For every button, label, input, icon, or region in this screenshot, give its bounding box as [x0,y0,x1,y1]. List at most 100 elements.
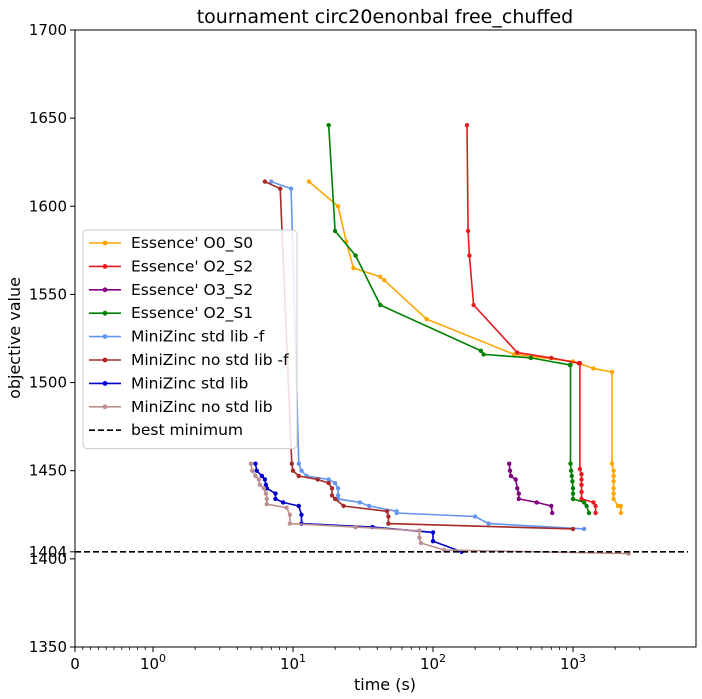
series-5-point-11 [384,509,390,514]
legend-entry-2: Essence' O3_S2 [89,281,253,300]
legend-label-6: MiniZinc std lib [131,374,248,392]
x-tick-label-1: 100 [140,652,166,673]
series-1-point-1 [465,228,471,234]
series-2 [507,461,555,516]
legend-marker-2 [102,287,108,293]
legend-entry-0: Essence' O0_S0 [89,234,253,253]
series-6-point-1 [254,468,259,473]
series-0-point-15 [611,486,616,491]
series-6-point-7 [273,496,278,502]
series-6-point-10 [299,512,304,517]
series-2-point-3 [513,477,518,482]
series-5-point-13 [386,521,391,526]
series-3-point-14 [570,491,576,496]
series-0 [306,179,624,516]
series-1-point-16 [593,510,598,516]
chart-title: tournament circ20enonbal free_chuffed [197,6,574,28]
series-4-point-0 [269,179,274,184]
series-1-point-9 [579,472,584,477]
y-tick-label-6: 1600 [29,197,67,215]
series-line-0 [308,180,622,513]
y-axis-title: objective value [5,277,24,399]
series-7 [248,461,631,556]
legend-entry-7: MiniZinc no std lib [89,398,273,416]
series-5-point-4 [296,473,301,479]
series-0-point-17 [611,496,616,502]
legend-label-4: MiniZinc std lib -f [131,328,265,346]
series-2-point-0 [507,461,512,466]
y-tick-label-3: 1450 [29,462,67,480]
legend-entry-5: MiniZinc no std lib -f [89,351,289,369]
x-tick-label-3: 102 [420,652,446,673]
series-7-point-5 [261,486,267,491]
series-3-point-11 [569,473,574,479]
series-4-point-11 [367,503,372,509]
series-5-point-9 [332,496,338,502]
series-5-point-8 [329,493,335,498]
series-1 [464,123,598,516]
series-7-point-10 [287,512,293,517]
series-3-point-2 [353,253,358,258]
series-6-point-8 [280,500,286,505]
series-2-point-6 [516,496,521,502]
series-1-point-0 [464,123,470,128]
series-0-point-12 [611,468,616,473]
series-4-point-5 [326,477,331,482]
legend-entry-8: best minimum [89,421,243,439]
series-0-point-6 [424,316,429,322]
series-1-point-15 [593,503,598,509]
plot-frame [74,29,697,648]
series-7-point-1 [249,468,255,473]
series-3-point-12 [570,479,575,484]
series-4-point-3 [299,468,304,473]
legend-marker-5 [102,357,108,363]
series-0-point-14 [611,479,616,484]
series-2-point-2 [508,473,514,479]
series-1-point-13 [579,496,584,502]
series-3-point-15 [570,496,576,502]
x-ticks: 0 100 101 102 103 [70,647,641,673]
series-7-point-3 [256,477,261,482]
series-3-point-16 [581,500,587,505]
series-6-point-4 [263,482,269,487]
series-3-point-13 [570,486,576,491]
series-7-point-11 [287,521,293,526]
series-1-point-12 [579,489,584,495]
y-tick-label-0: 1350 [29,638,67,656]
series-4-point-7 [335,486,341,491]
series-1-point-4 [515,350,520,355]
legend-entry-4: MiniZinc std lib -f [89,328,265,346]
series-2-point-4 [515,486,520,491]
x-tick-label-0: 0 [70,655,80,673]
series-5-point-5 [315,477,320,482]
series-2-point-5 [516,491,521,496]
series-line-2 [508,463,553,514]
legend-label-5: MiniZinc no std lib -f [131,351,289,369]
series-5-point-1 [278,186,283,191]
series-4-point-6 [332,480,338,486]
series-4-point-2 [296,461,301,466]
series-3-point-1 [332,228,338,234]
series-3-point-10 [568,468,574,473]
legend-label-2: Essence' O3_S2 [131,281,253,300]
series-0-point-13 [611,473,616,479]
series-1-point-2 [467,253,472,258]
series-1-point-8 [577,466,583,472]
series-7-point-14 [417,535,422,540]
series-3-point-8 [568,362,573,368]
series-2-point-8 [549,503,554,509]
legend-label-3: Essence' O2_S1 [131,304,253,323]
series-0-point-3 [351,265,356,271]
series-1-point-3 [471,302,476,308]
series-6-point-13 [430,530,436,535]
series-3-point-0 [326,123,331,128]
series-0-point-19 [618,503,624,509]
series-3 [326,123,592,516]
series-7-point-12 [353,524,358,530]
series-6-point-6 [273,491,278,496]
series-3-point-9 [568,461,573,466]
series-7-point-7 [264,496,269,502]
legend-marker-4 [102,334,108,339]
x-tick-label-2: 101 [280,652,306,673]
